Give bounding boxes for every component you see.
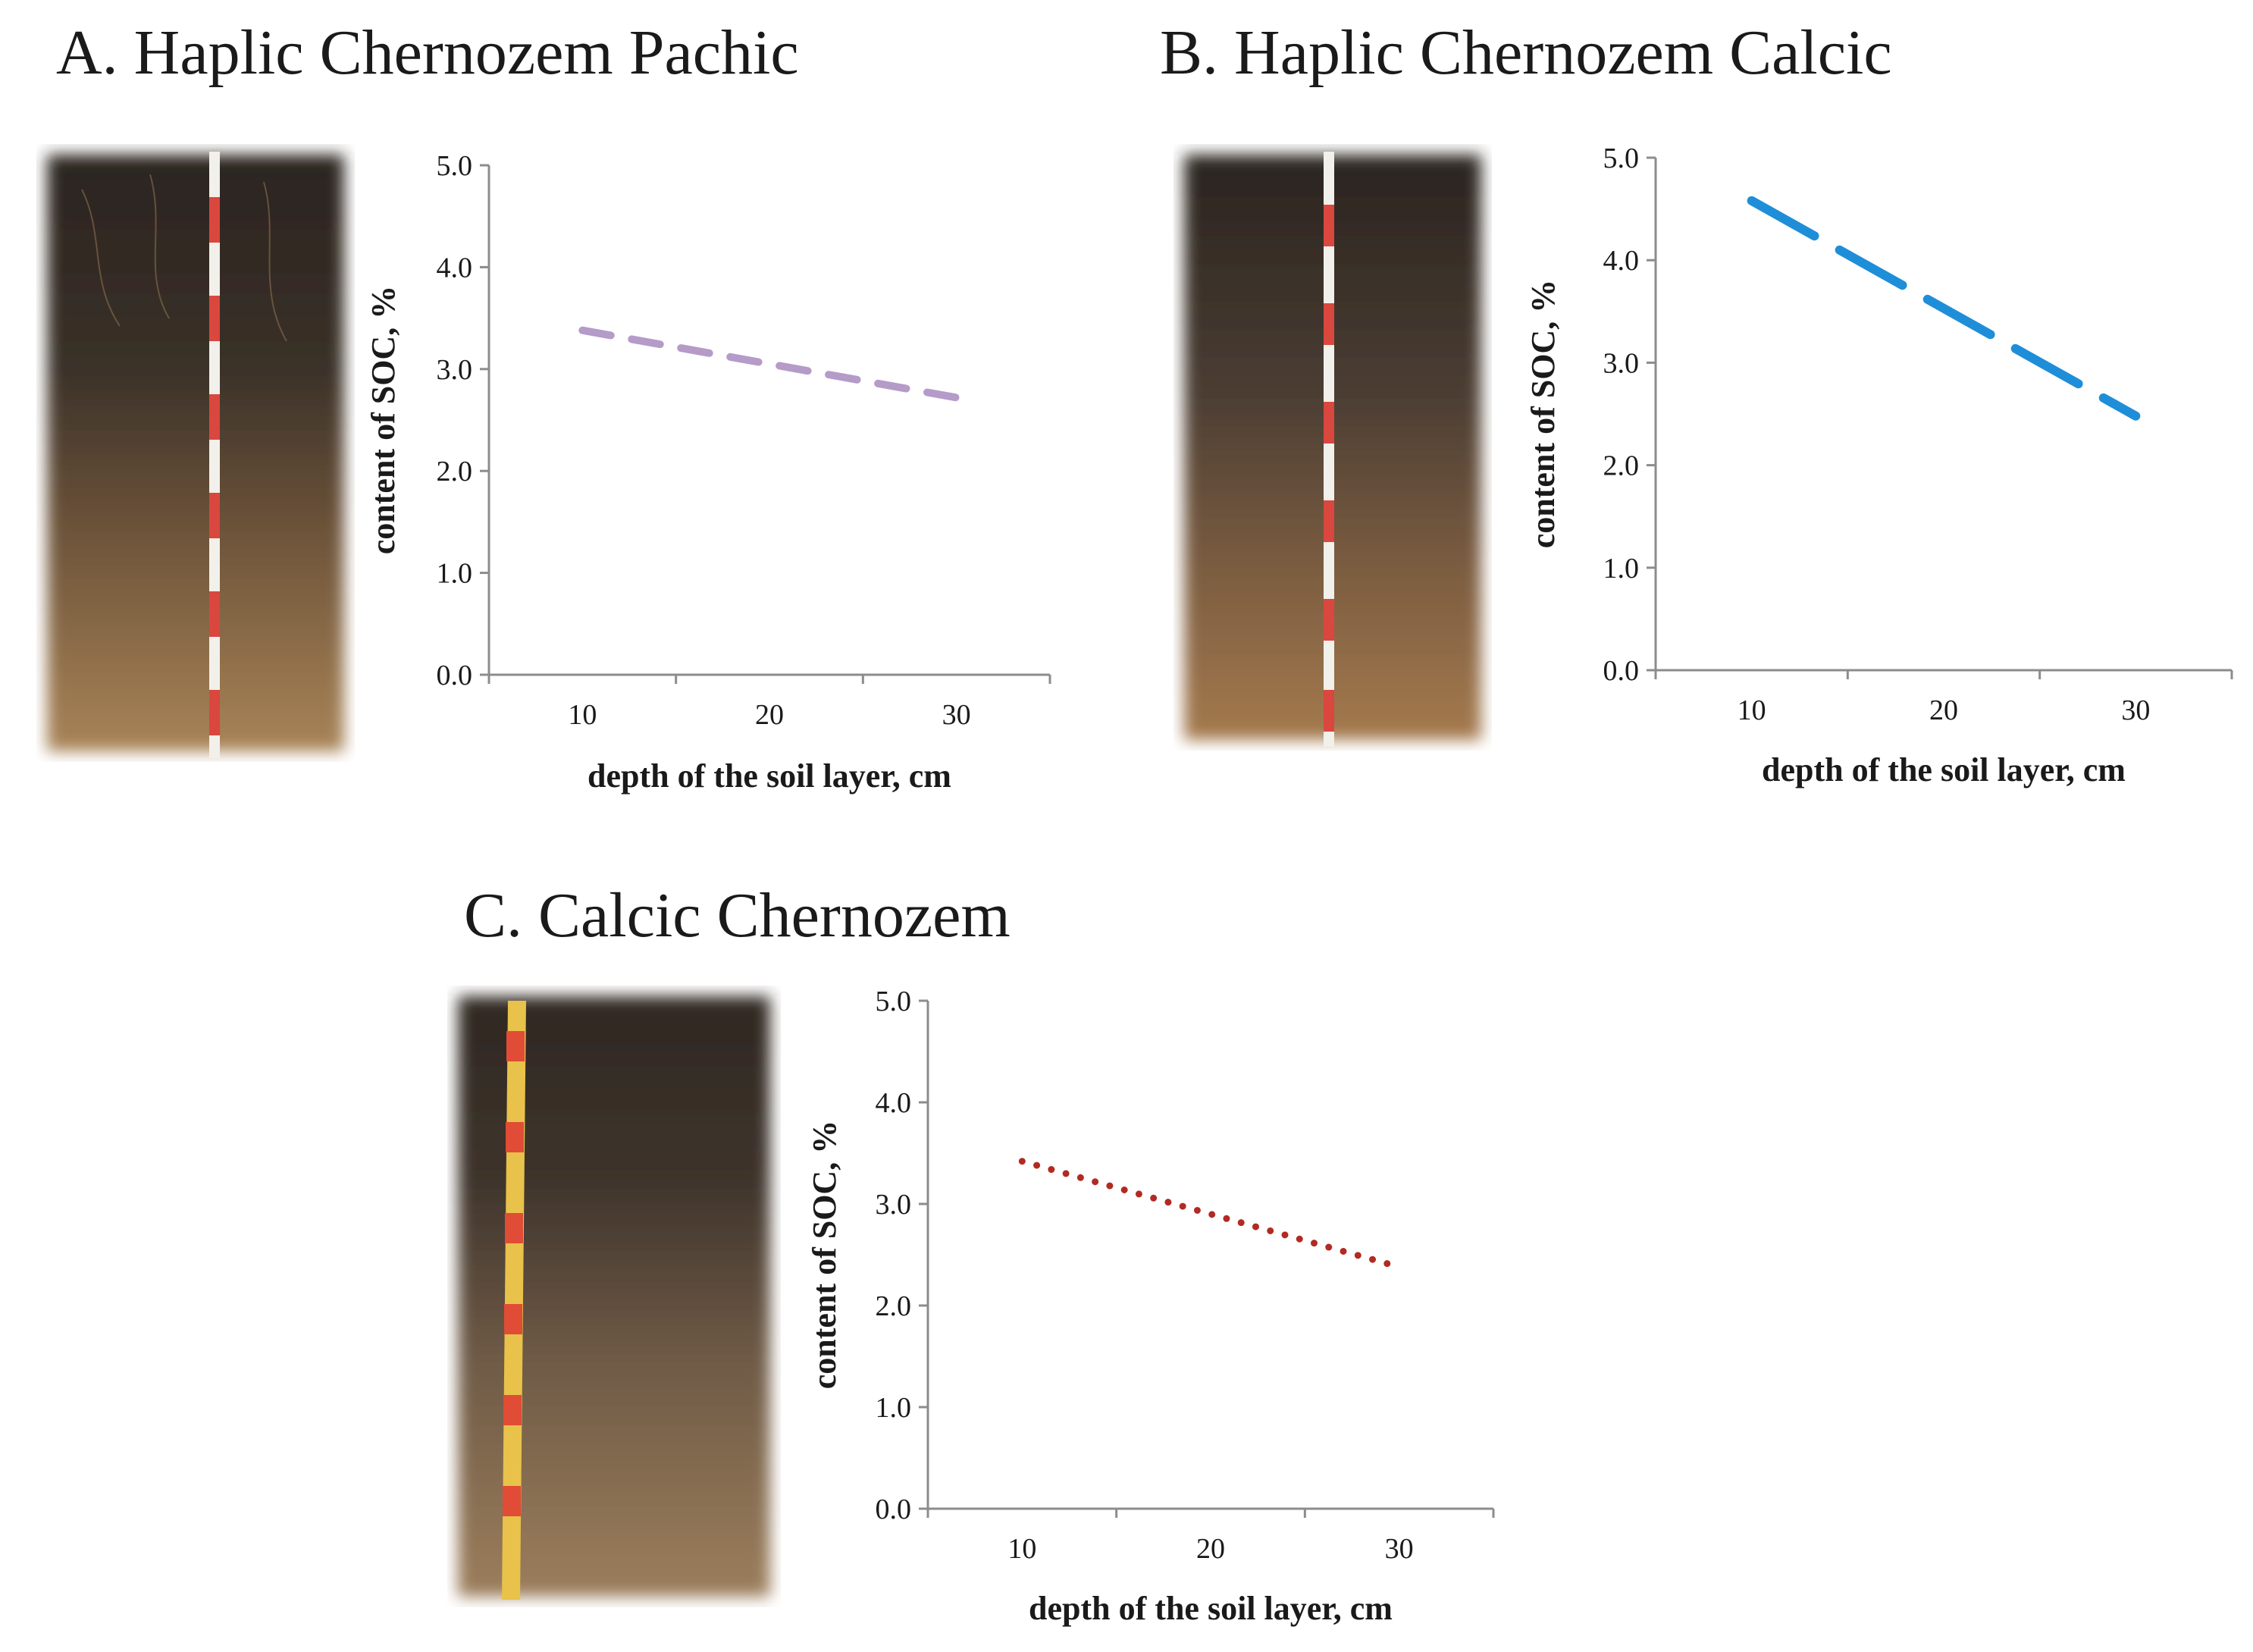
- x-tick-label: 20: [755, 699, 784, 731]
- x-axis-label: depth of the soil layer, cm: [588, 757, 951, 795]
- panel-c-title: C. Calcic Chernozem: [464, 880, 1011, 951]
- y-tick-label: 0.0: [437, 660, 473, 691]
- y-axis-label: content of SOC, %: [806, 1121, 843, 1389]
- y-tick-label: 4.0: [876, 1087, 912, 1119]
- soil-profile-photo-c: [458, 996, 770, 1600]
- y-tick-label: 3.0: [437, 354, 473, 386]
- series-line: [578, 326, 960, 402]
- y-tick-label: 5.0: [1603, 143, 1640, 174]
- x-tick-label: 30: [1385, 1533, 1414, 1565]
- y-tick-label: 3.0: [876, 1189, 912, 1221]
- y-tick-label: 0.0: [1603, 655, 1640, 687]
- series-line: [1747, 196, 2141, 421]
- y-tick-label: 4.0: [437, 252, 473, 284]
- y-tick-label: 2.0: [1603, 450, 1640, 482]
- panel-b-title: B. Haplic Chernozem Calcic: [1160, 17, 1892, 88]
- soil-profile-photo-a: [47, 152, 344, 758]
- soil-profile-photo-b: [1184, 152, 1481, 747]
- y-tick-label: 1.0: [437, 558, 473, 590]
- panel-a-title: A. Haplic Chernozem Pachic: [56, 17, 799, 88]
- y-tick-label: 5.0: [876, 986, 912, 1017]
- x-tick-label: 10: [568, 699, 597, 731]
- x-tick-label: 30: [942, 699, 971, 731]
- x-tick-label: 10: [1738, 694, 1766, 726]
- y-axis-label: content of SOC, %: [1524, 280, 1562, 548]
- x-axis-label: depth of the soil layer, cm: [1029, 1590, 1393, 1627]
- y-tick-label: 5.0: [437, 150, 473, 182]
- x-tick-label: 20: [1929, 694, 1958, 726]
- x-tick-label: 20: [1196, 1533, 1225, 1565]
- y-tick-label: 0.0: [876, 1494, 912, 1525]
- y-tick-label: 2.0: [876, 1290, 912, 1322]
- y-axis-label: content of SOC, %: [365, 286, 402, 554]
- y-tick-label: 4.0: [1603, 245, 1640, 277]
- y-tick-label: 2.0: [437, 456, 473, 487]
- x-tick-label: 10: [1007, 1533, 1036, 1565]
- y-tick-label: 1.0: [876, 1392, 912, 1424]
- x-tick-label: 30: [2121, 694, 2150, 726]
- x-axis-label: depth of the soil layer, cm: [1762, 751, 2126, 788]
- y-tick-label: 3.0: [1603, 347, 1640, 379]
- series-line: [1018, 1158, 1403, 1271]
- y-tick-label: 1.0: [1603, 553, 1640, 585]
